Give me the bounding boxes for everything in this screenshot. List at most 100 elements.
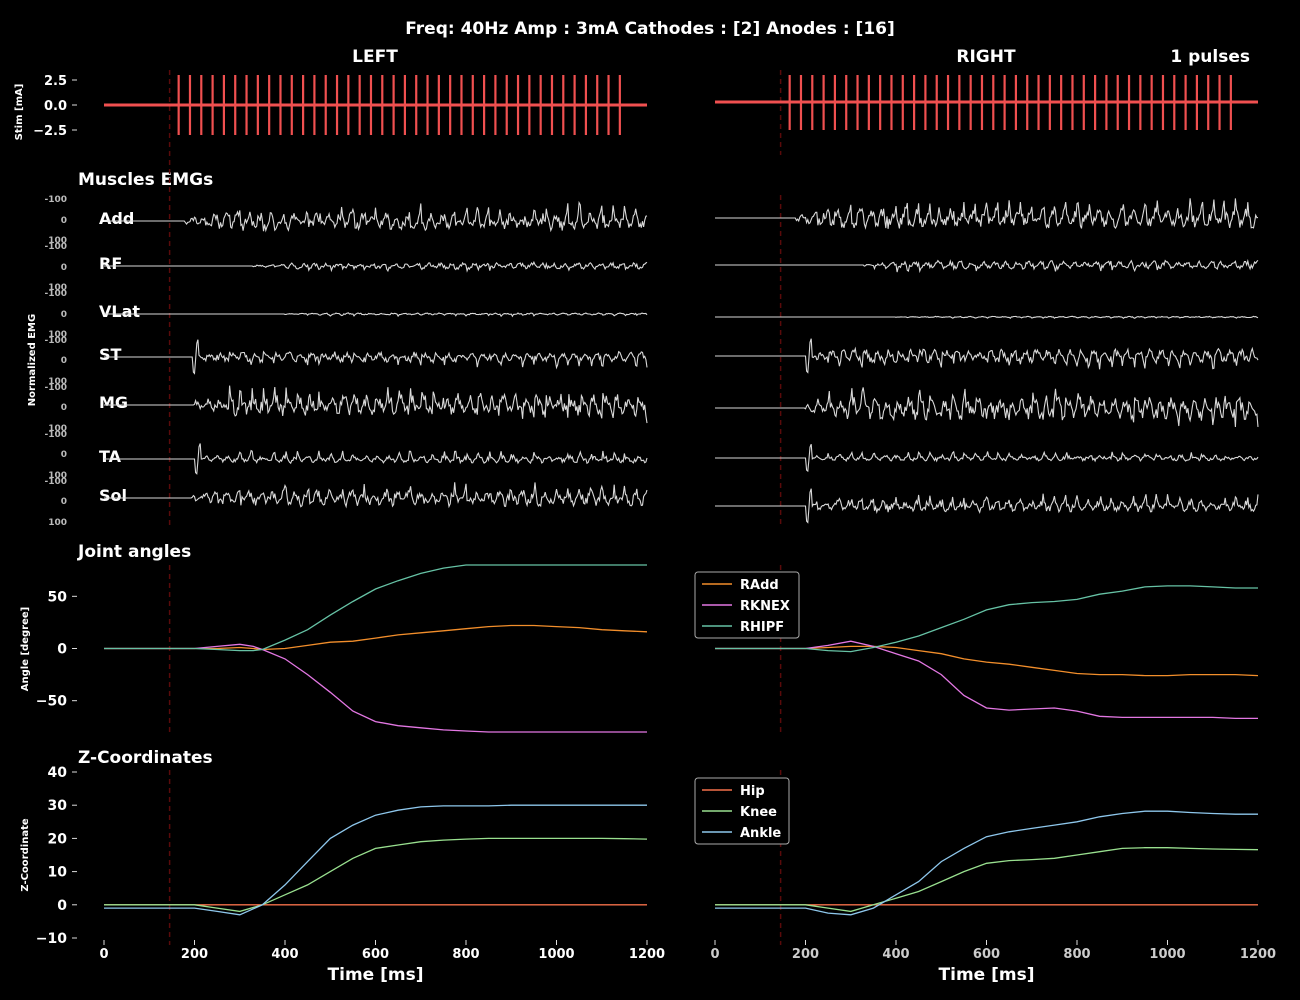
emg-tick-label: 0 xyxy=(61,356,67,366)
zcoord-ytick-label: −10 xyxy=(36,931,67,947)
zcoord-legend: Hip Knee Ankle xyxy=(694,777,790,845)
emg-tick-label: 0 xyxy=(61,263,67,273)
emg-tick-label: 100 xyxy=(48,377,67,387)
emg-muscle-label-ta: TA xyxy=(99,447,122,466)
emg-tick-label: 0 xyxy=(61,216,67,226)
plot-area: Stim [mA] 2.5 0.0 −2.5 Normalized EMG -100 0 10… xyxy=(14,70,1276,985)
x-tick-label-left: 800 xyxy=(452,947,479,962)
emg-trace-left-sol xyxy=(104,482,648,509)
zcoord-legend-label-ankle: Ankle xyxy=(740,826,781,841)
emg-tick-label: -100 xyxy=(44,195,67,205)
emg-muscle-label-st: ST xyxy=(99,345,122,364)
angles-legend-label-rknex: RKNEX xyxy=(740,599,790,614)
x-tick-label-right: 1000 xyxy=(1149,947,1185,962)
angles-line-left-radd xyxy=(104,624,648,651)
emg-tick-label: 0 xyxy=(61,450,67,460)
emg-trace-left-mg xyxy=(104,385,648,424)
emg-tick-label: 100 xyxy=(48,518,67,528)
zcoord-ytick-label: 0 xyxy=(57,898,67,914)
emg-trace-right-mg xyxy=(715,387,1259,428)
zcoord-ytick-label: 40 xyxy=(48,765,68,781)
zcoord-ytick-label: 30 xyxy=(48,798,68,814)
emg-tick-label: 100 xyxy=(48,283,67,293)
x-axis-label-right: Time [ms] xyxy=(939,965,1035,985)
x-tick-label-left: 400 xyxy=(271,947,298,962)
x-tick-label-left: 600 xyxy=(362,947,389,962)
emg-trace-left-rf xyxy=(104,260,648,273)
x-tick-label-left: 1000 xyxy=(538,947,574,962)
right-column-title: RIGHT xyxy=(956,47,1016,67)
emg-tick-label: -100 xyxy=(44,383,67,393)
emg-trace-left-add xyxy=(104,200,648,233)
emg-trace-left-vlat xyxy=(104,312,648,318)
x-tick-label-left: 200 xyxy=(181,947,208,962)
angles-line-left-rhipf xyxy=(104,564,647,652)
stim-ytick-label: 2.5 xyxy=(44,74,67,89)
emg-trace-left-st xyxy=(104,339,648,375)
emg-muscle-label-rf: RF xyxy=(99,254,122,273)
angles-ytick-label: −50 xyxy=(36,694,67,710)
zcoord-legend-box xyxy=(694,777,790,845)
emg-muscle-label-vlat: VLat xyxy=(99,302,140,321)
angles-legend-box xyxy=(694,571,800,639)
emg-muscle-label-mg: MG xyxy=(99,393,128,412)
emg-trace-right-ta xyxy=(715,443,1259,473)
angles-ytick-label: 50 xyxy=(48,589,68,605)
zcoord-line-left-knee xyxy=(104,837,648,913)
x-tick-label-right: 1200 xyxy=(1240,947,1276,962)
x-tick-label-right: 800 xyxy=(1063,947,1090,962)
x-tick-label-left: 0 xyxy=(99,947,108,962)
angles-ylabel: Angle [degree] xyxy=(20,607,31,691)
emg-section-title: Muscles EMGs xyxy=(78,170,213,190)
emg-muscle-label-sol: Sol xyxy=(99,486,127,505)
x-tick-label-right: 600 xyxy=(973,947,1000,962)
emg-tick-label: -100 xyxy=(44,289,67,299)
emg-tick-label: 0 xyxy=(61,403,67,413)
x-tick-label-right: 0 xyxy=(710,947,719,962)
emg-tick-label: 100 xyxy=(48,330,67,340)
emg-tick-label: -100 xyxy=(44,477,67,487)
x-axis-label-left: Time [ms] xyxy=(328,965,424,985)
emg-tick-label: -100 xyxy=(44,430,67,440)
stim-ytick-label: 0.0 xyxy=(44,99,67,114)
emg-trace-right-rf xyxy=(715,258,1259,274)
emg-trace-right-add xyxy=(715,198,1259,230)
zcoord-line-right-ankle xyxy=(715,810,1258,916)
zcoord-legend-label-knee: Knee xyxy=(740,805,777,820)
emg-tick-label: 100 xyxy=(48,471,67,481)
zcoord-ylabel: Z-Coordinate xyxy=(20,818,31,891)
emg-tick-label: 0 xyxy=(61,310,67,320)
angles-section-title: Joint angles xyxy=(77,542,191,562)
x-tick-label-right: 200 xyxy=(792,947,819,962)
angles-line-right-rknex xyxy=(715,640,1258,720)
emg-trace-right-st xyxy=(715,338,1259,374)
x-tick-label-left: 1200 xyxy=(629,947,665,962)
zcoord-line-left-ankle xyxy=(104,804,647,916)
figure-title: Freq: 40Hz Amp : 3mA Cathodes : [2] Anod… xyxy=(405,19,895,39)
stim-ylabel: Stim [mA] xyxy=(14,84,25,141)
angles-legend-label-radd: RAdd xyxy=(740,578,779,593)
zcoord-ytick-label: 10 xyxy=(48,865,68,881)
zcoord-line-right-knee xyxy=(715,847,1259,913)
emg-ylabel: Normalized EMG xyxy=(27,314,38,406)
angles-line-right-radd xyxy=(715,645,1259,677)
angles-ytick-label: 0 xyxy=(57,642,67,658)
emg-trace-right-sol xyxy=(715,488,1259,524)
angles-line-left-rknex xyxy=(104,643,647,733)
zcoord-legend-label-hip: Hip xyxy=(740,784,765,799)
x-tick-label-right: 400 xyxy=(882,947,909,962)
emg-tick-label: -100 xyxy=(44,336,67,346)
angles-legend: RAdd RKNEX RHIPF xyxy=(694,571,800,639)
pulses-label: 1 pulses xyxy=(1170,47,1250,67)
angles-line-right-rhipf xyxy=(715,585,1258,653)
emg-tick-label: -100 xyxy=(44,242,67,252)
emg-tick-label: 100 xyxy=(48,424,67,434)
zcoord-section-title: Z-Coordinates xyxy=(78,748,213,768)
zcoord-ytick-label: 20 xyxy=(48,831,68,847)
emg-muscle-label-add: Add xyxy=(99,209,134,228)
emg-tick-label: 100 xyxy=(48,236,67,246)
left-column-title: LEFT xyxy=(352,47,398,67)
emg-trace-right-vlat xyxy=(715,315,1259,320)
